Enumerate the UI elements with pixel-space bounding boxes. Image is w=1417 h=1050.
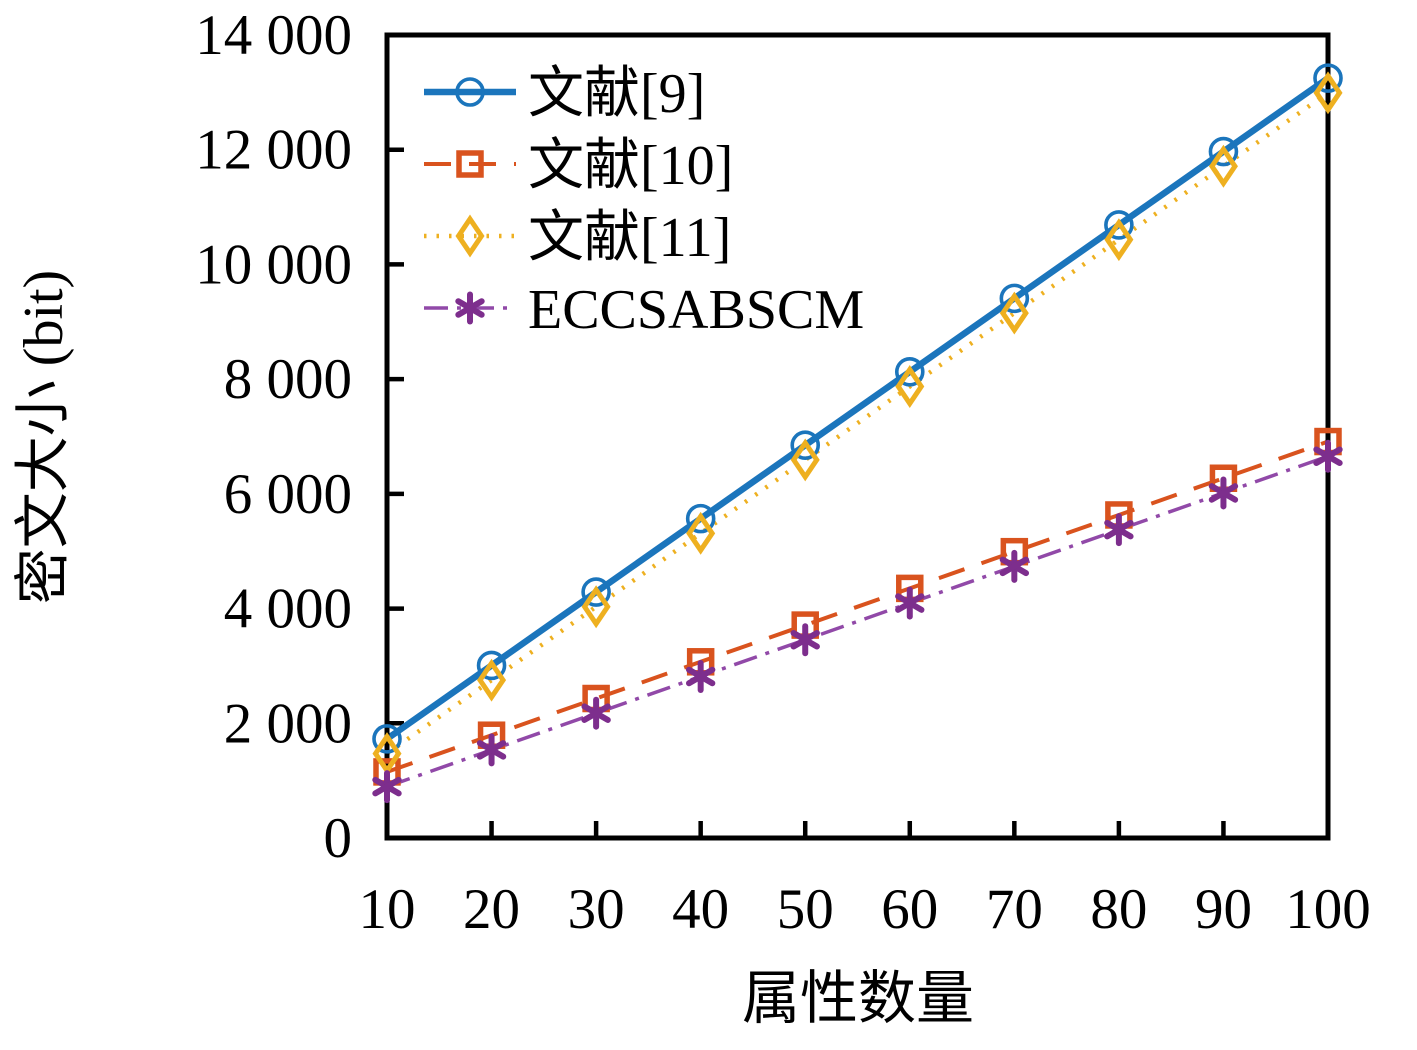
data-markers (372, 63, 1343, 804)
asterisk-marker (476, 733, 507, 767)
legend: 文献[9] 文献[10] 文献[11] ECCSABSCM (424, 63, 864, 341)
axis-tick-labels: 10 20 30 40 50 60 70 80 90 100 0 2 000 4 000 6 000 8 0… (195, 4, 1371, 941)
diamond-marker (1208, 144, 1238, 188)
x-tick-label: 10 (359, 878, 416, 941)
circle-marker (1208, 136, 1239, 167)
asterisk-marker (1104, 513, 1134, 547)
y-axis-label: 密文大小 (bit) (13, 270, 75, 604)
legend-label: 文献[10] (528, 135, 733, 197)
circle-marker (1313, 63, 1343, 93)
y-tick-label: 10 000 (195, 233, 352, 296)
asterisk-marker (455, 291, 485, 325)
diamond-marker (1104, 218, 1134, 262)
diamond-marker (686, 511, 716, 555)
circle-marker (894, 357, 925, 387)
legend-item: 文献[11] (424, 207, 731, 269)
axis-ticks (387, 147, 1226, 838)
circle-marker (476, 650, 507, 681)
asterisk-marker (685, 659, 716, 693)
circle-marker (581, 577, 611, 607)
circle-marker (999, 283, 1030, 314)
x-tick-label: 70 (986, 878, 1043, 941)
asterisk-marker (1208, 476, 1239, 510)
y-tick-label: 14 000 (195, 4, 352, 67)
x-tick-label: 50 (777, 878, 834, 941)
diamond-marker (455, 214, 485, 258)
diamond-marker (477, 658, 507, 702)
series-line-square (386, 439, 1329, 774)
x-tick-label: 20 (463, 878, 520, 941)
x-tick-label: 100 (1285, 878, 1371, 941)
x-axis-label: 属性数量 (742, 966, 974, 1031)
circle-marker (685, 503, 716, 534)
legend-label: 文献[9] (528, 63, 705, 125)
x-tick-label: 30 (568, 878, 625, 941)
diamond-marker (999, 291, 1029, 335)
x-tick-label: 90 (1195, 878, 1252, 941)
diamond-marker (1313, 71, 1343, 115)
circle-marker (455, 77, 485, 107)
series-markers-asterisk (372, 439, 1343, 804)
circle-marker (790, 430, 821, 461)
x-tick-label: 60 (881, 878, 938, 941)
series-markers-circle (372, 63, 1343, 754)
y-tick-label: 8 000 (224, 348, 352, 411)
series-line-circle (385, 75, 1330, 742)
square-marker (456, 150, 484, 178)
y-tick-label: 12 000 (195, 119, 352, 182)
asterisk-marker (895, 586, 925, 620)
y-tick-label: 0 (324, 807, 353, 870)
diamond-marker (895, 365, 925, 408)
asterisk-marker (581, 696, 611, 730)
asterisk-marker (999, 549, 1030, 583)
data-series (385, 75, 1330, 789)
circle-marker (372, 724, 402, 754)
legend-item: 文献[9] (424, 63, 705, 125)
legend-label: 文献[11] (528, 207, 731, 269)
series-markers-diamond (372, 71, 1343, 776)
diamond-marker (790, 438, 820, 482)
asterisk-marker (372, 770, 402, 804)
y-tick-label: 2 000 (224, 692, 352, 755)
diamond-marker (581, 585, 611, 629)
asterisk-marker (1313, 439, 1343, 473)
legend-item: 文献[10] (424, 135, 733, 197)
series-line-asterisk (386, 454, 1329, 789)
plot-border (384, 32, 1331, 841)
x-tick-label: 80 (1090, 878, 1147, 941)
y-tick-label: 4 000 (224, 578, 352, 641)
asterisk-marker (790, 623, 820, 657)
legend-item: ECCSABSCM (424, 279, 864, 341)
legend-label: ECCSABSCM (528, 279, 864, 341)
plot-border-group (384, 32, 1331, 841)
x-tick-label: 40 (672, 878, 729, 941)
y-tick-label: 6 000 (224, 463, 352, 526)
circle-marker (1104, 210, 1134, 240)
